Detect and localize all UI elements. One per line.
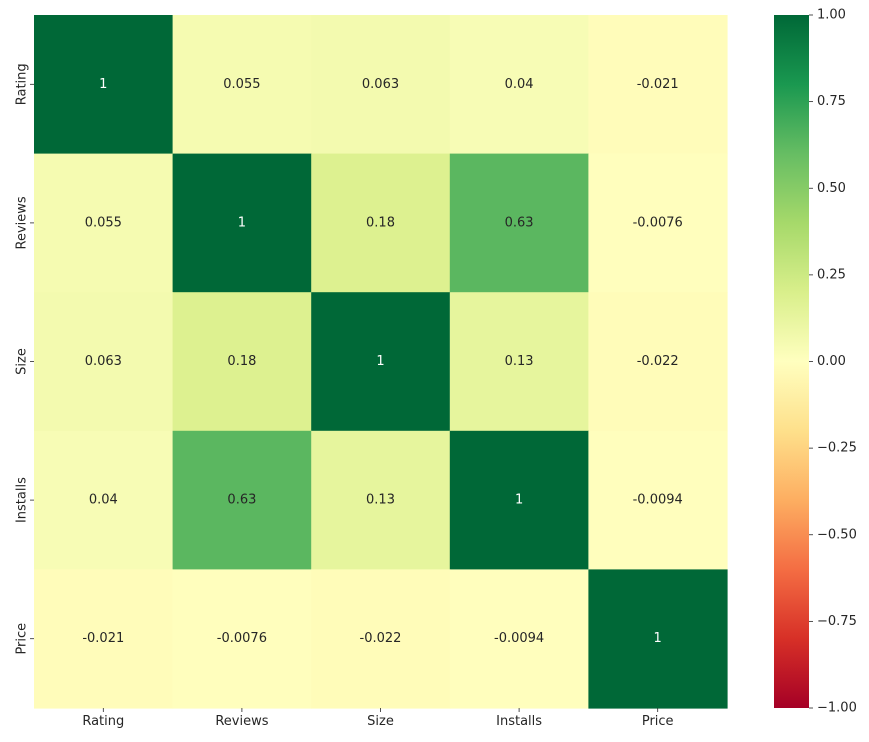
y-tick-label-price: Price (15, 623, 30, 655)
heatmap-cell-size-price (588, 292, 728, 432)
heatmap-cell-installs-reviews (172, 430, 312, 570)
cell-value-label: 1 (238, 215, 246, 230)
cell-value-label: -0.0076 (217, 631, 267, 646)
heatmap-cell-size-size (311, 292, 451, 432)
heatmap-cell-rating-reviews (172, 15, 312, 155)
cell-value-label: 0.63 (227, 493, 256, 508)
cell-value-label: -0.0094 (633, 493, 683, 508)
cell-value-label: 1 (654, 631, 662, 646)
heatmap-cell-price-reviews (172, 569, 312, 709)
y-tick-label-reviews: Reviews (15, 196, 30, 249)
cell-value-label: 0.063 (362, 77, 399, 92)
colorbar-tick-label: 1.00 (817, 8, 846, 23)
cell-value-label: 0.13 (505, 354, 534, 369)
x-tick-label-size: Size (367, 714, 394, 729)
cell-value-label: -0.021 (637, 77, 679, 92)
colorbar-tick-label: −0.50 (817, 527, 857, 542)
cell-value-label: -0.022 (637, 354, 679, 369)
heatmap-cell-reviews-reviews (172, 153, 312, 293)
heatmap-cell-rating-rating (34, 15, 174, 155)
heatmap-cell-reviews-price (588, 153, 728, 293)
cell-value-label: 1 (376, 354, 384, 369)
colorbar-tick-label: 0.00 (817, 354, 846, 369)
colorbar-tick-label: 0.50 (817, 181, 846, 196)
heatmap-cell-reviews-installs (449, 153, 589, 293)
x-tick-label-installs: Installs (496, 714, 542, 729)
x-tick-label-rating: Rating (82, 714, 124, 729)
heatmap-cell-labels: 1 0.055 0.063 0.04 -0.021 0.055 1 0.18 0.63 -0.00… (82, 77, 682, 646)
y-axis-ticks: Rating Reviews Size Installs Price (15, 63, 34, 655)
x-tick-label-reviews: Reviews (215, 714, 268, 729)
heatmap-cell-price-rating (34, 569, 174, 709)
heatmap-cell-installs-installs (449, 430, 589, 570)
cell-value-label: 0.055 (223, 77, 260, 92)
cell-value-label: 0.04 (505, 77, 534, 92)
colorbar-tick-label: −1.00 (817, 701, 857, 716)
colorbar-tick-label: 0.75 (817, 94, 846, 109)
y-tick-label-size: Size (15, 348, 30, 375)
heatmap-cell-rating-price (588, 15, 728, 155)
cell-value-label: 0.063 (85, 354, 122, 369)
heatmap-cell-installs-rating (34, 430, 174, 570)
heatmap-cells (34, 15, 728, 709)
heatmap-cell-price-size (311, 569, 451, 709)
cell-value-label: 1 (515, 493, 523, 508)
colorbar: 1.00 0.75 0.50 0.25 0.00 −0.25 −0.50 −0.75 −1.00 (774, 8, 857, 716)
x-tick-label-price: Price (642, 714, 674, 729)
heatmap-cell-price-installs (449, 569, 589, 709)
cell-value-label: -0.022 (360, 631, 402, 646)
colorbar-tick-label: −0.75 (817, 614, 857, 629)
cell-value-label: -0.0076 (633, 215, 683, 230)
heatmap-cell-size-rating (34, 292, 174, 432)
heatmap-cell-installs-size (311, 430, 451, 570)
cell-value-label: 0.04 (89, 493, 118, 508)
cell-value-label: 1 (99, 77, 107, 92)
heatmap-cell-rating-size (311, 15, 451, 155)
heatmap-cell-price-price (588, 569, 728, 709)
heatmap-cell-reviews-size (311, 153, 451, 293)
cell-value-label: -0.021 (82, 631, 124, 646)
y-tick-label-installs: Installs (15, 477, 30, 523)
cell-value-label: 0.055 (85, 215, 122, 230)
heatmap-cell-size-installs (449, 292, 589, 432)
colorbar-tick-label: −0.25 (817, 441, 857, 456)
heatmap-cell-size-reviews (172, 292, 312, 432)
y-tick-label-rating: Rating (15, 63, 30, 105)
cell-value-label: 0.18 (227, 354, 256, 369)
x-axis-ticks: Rating Reviews Size Installs Price (82, 708, 674, 729)
cell-value-label: 0.13 (366, 493, 395, 508)
colorbar-gradient (774, 15, 809, 708)
heatmap-cell-installs-price (588, 430, 728, 570)
heatmap-cell-reviews-rating (34, 153, 174, 293)
cell-value-label: 0.18 (366, 215, 395, 230)
cell-value-label: 0.63 (505, 215, 534, 230)
colorbar-tick-label: 0.25 (817, 267, 846, 282)
cell-value-label: -0.0094 (494, 631, 544, 646)
heatmap-cell-rating-installs (449, 15, 589, 155)
